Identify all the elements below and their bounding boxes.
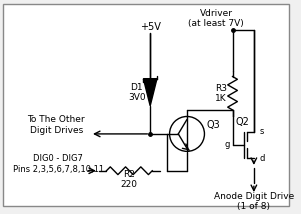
FancyBboxPatch shape <box>3 4 289 206</box>
Text: g: g <box>224 140 230 149</box>
Text: s: s <box>260 128 264 137</box>
Text: Vdriver
(at least 7V): Vdriver (at least 7V) <box>188 9 244 28</box>
Text: d: d <box>260 154 265 163</box>
Polygon shape <box>143 79 157 106</box>
Text: D1
3V0: D1 3V0 <box>128 83 145 102</box>
Text: Anode Digit Drive
(1 of 8): Anode Digit Drive (1 of 8) <box>214 192 294 211</box>
Text: Q3: Q3 <box>206 120 220 130</box>
Text: To The Other
Digit Drives: To The Other Digit Drives <box>27 116 85 135</box>
Text: +5V: +5V <box>140 22 161 32</box>
Text: DIG0 - DIG7
Pins 2,3,5,6,7,8,10,11: DIG0 - DIG7 Pins 2,3,5,6,7,8,10,11 <box>13 154 104 174</box>
Text: R2
220: R2 220 <box>120 170 137 189</box>
Text: R3
1K: R3 1K <box>215 83 227 103</box>
Text: Q2: Q2 <box>235 117 249 127</box>
